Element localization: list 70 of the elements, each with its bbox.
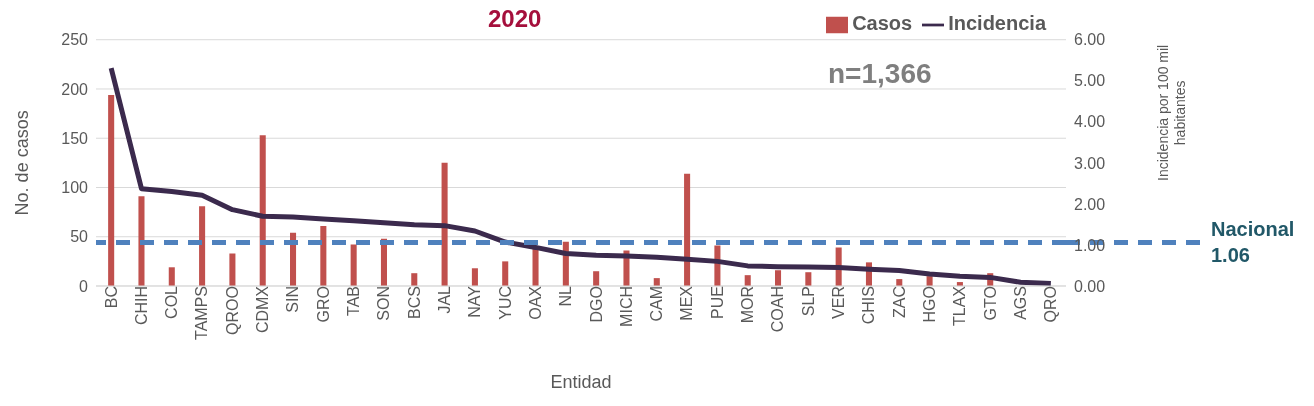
bar [259, 135, 266, 286]
x-tick-label: MEX [678, 285, 696, 321]
y2-tick-label: 2.00 [1074, 195, 1106, 213]
x-tick-label: PUE [708, 286, 726, 319]
bar [441, 162, 448, 286]
x-tick-label: VER [830, 286, 848, 319]
x-tick-label: CHIH [132, 286, 150, 326]
y-tick-label: 150 [61, 129, 89, 147]
bar [684, 173, 691, 286]
x-axis-title: Entidad [550, 372, 612, 392]
x-tick-label: GRO [314, 286, 332, 323]
x-tick-label: CDMX [254, 285, 272, 334]
x-tick-label: BC [102, 286, 120, 309]
bar [805, 272, 812, 286]
y2-tick-label: 6.00 [1074, 31, 1106, 49]
y2-tick-label: 3.00 [1074, 154, 1106, 172]
y-tick-label: 0 [79, 277, 89, 295]
y2-tick-label: 0.00 [1074, 277, 1106, 295]
x-tick-label: TAMPS [193, 286, 211, 340]
y-tick-label: 250 [61, 31, 89, 49]
x-tick-label: AGS [1011, 286, 1029, 320]
y-tick-label: 100 [61, 179, 89, 197]
x-tick-label: MICH [617, 286, 635, 327]
x-tick-label: COAH [769, 286, 787, 333]
x-tick-label: JAL [435, 285, 453, 314]
x-tick-label: OAX [526, 285, 544, 320]
y2-axis-title: Incidencia por 100 mil habitantes [1155, 44, 1188, 181]
x-tick-label: COL [163, 285, 181, 319]
bar [502, 261, 509, 286]
bar [411, 273, 418, 286]
legend-label: Incidencia [948, 12, 1046, 34]
chart-title: 2020 [488, 5, 542, 32]
x-tick-label: HGO [920, 286, 938, 323]
bar [108, 94, 115, 286]
y2-tick-label: 4.00 [1074, 113, 1106, 131]
x-tick-label: QROO [223, 286, 241, 335]
y-tick-label: 200 [61, 80, 89, 98]
bar [593, 271, 600, 286]
bar [744, 275, 751, 286]
bar [775, 270, 782, 286]
x-tick-label: SON [375, 286, 393, 321]
bar [350, 244, 357, 286]
bar [199, 206, 206, 286]
y2-tick-label: 5.00 [1074, 72, 1106, 90]
x-tick-label: CAM [648, 286, 666, 322]
bar [138, 196, 145, 286]
x-tick-label: NAY [466, 285, 484, 318]
x-tick-label: TAB [345, 286, 363, 316]
x-tick-label: YUC [496, 286, 514, 320]
bar [471, 268, 478, 286]
bar [229, 253, 236, 286]
x-tick-label: DGO [587, 286, 605, 323]
x-tick-label: SLP [799, 286, 817, 317]
x-tick-label: SIN [284, 286, 302, 313]
bar [168, 267, 175, 286]
x-tick-label: CHIS [860, 286, 878, 325]
x-tick-label: MOR [739, 286, 757, 324]
x-tick-label: BCS [405, 286, 423, 319]
y-axis-title: No. de casos [12, 110, 33, 216]
y-tick-label: 50 [70, 228, 89, 246]
bar [320, 225, 327, 286]
legend-label: Casos [852, 12, 913, 34]
x-tick-label: NL [557, 285, 575, 307]
x-tick-label: QRO [1042, 286, 1060, 323]
annotation: n=1,366 [828, 58, 932, 90]
x-tick-label: TLAX [951, 285, 969, 327]
ref-line-label: Nacional 1.06 [1211, 218, 1295, 267]
bar [532, 248, 539, 286]
x-tick-label: ZAC [890, 286, 908, 318]
x-tick-label: GTO [981, 286, 999, 321]
